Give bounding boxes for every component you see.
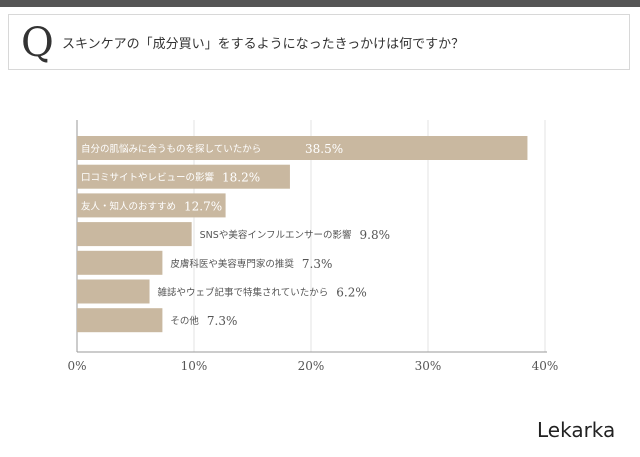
value-label: 18.2% (222, 171, 260, 185)
bar (77, 222, 192, 247)
bar (77, 136, 528, 160)
category-label: その他 (170, 315, 199, 327)
category-label: 皮膚科医や美容専門家の推奨 (170, 258, 294, 270)
bar (77, 279, 150, 304)
x-tick-label: 10% (181, 359, 208, 373)
value-label: 9.8% (360, 228, 391, 242)
value-label: 7.3% (302, 257, 333, 271)
category-label: 自分の肌悩みに合うものを探していたから (81, 143, 261, 155)
value-label: 38.5% (305, 142, 343, 156)
brand-logo: Lekarka (537, 418, 616, 442)
value-label: 6.2% (336, 286, 367, 300)
category-label: 雑誌やウェブ記事で特集されていたから (158, 287, 329, 299)
x-tick-label: 30% (415, 359, 442, 373)
question-box: Q スキンケアの「成分買い」をするようになったきっかけは何ですか？ (8, 14, 630, 70)
category-label: 口コミサイトやレビューの影響 (81, 172, 215, 184)
category-label: SNSや美容インフルエンサーの影響 (200, 229, 352, 241)
value-label: 7.3% (207, 314, 238, 328)
x-tick-label: 40% (532, 359, 559, 373)
x-tick-label: 20% (298, 359, 325, 373)
value-label: 12.7% (184, 199, 222, 213)
x-tick-label: 0% (67, 359, 86, 373)
bar (77, 308, 163, 333)
bar (77, 164, 290, 189)
category-label: 友人・知人のおすすめ (81, 200, 176, 212)
bar (77, 250, 163, 275)
top-bar (0, 0, 640, 7)
bar (77, 193, 226, 218)
question-text: スキンケアの「成分買い」をするようになったきっかけは何ですか？ (62, 37, 465, 52)
question-mark: Q (21, 20, 54, 66)
